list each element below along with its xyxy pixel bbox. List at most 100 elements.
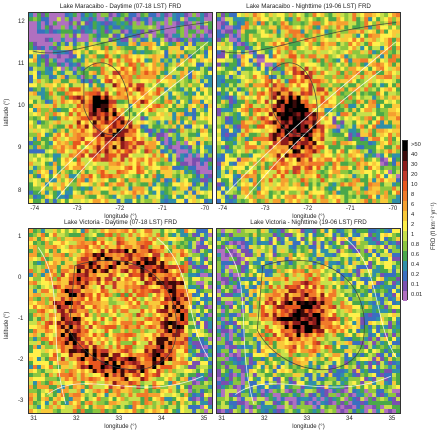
grid-cell xyxy=(204,281,209,286)
grid-cell xyxy=(288,62,293,68)
grid-cell xyxy=(40,120,46,125)
grid-cell xyxy=(144,194,149,200)
grid-cell xyxy=(29,29,34,35)
grid-cell xyxy=(192,87,197,92)
grid-cell xyxy=(148,169,153,175)
grid-cell xyxy=(332,149,337,154)
grid-cell xyxy=(92,132,98,138)
grid-cell xyxy=(144,120,149,125)
grid-cell xyxy=(308,182,313,187)
grid-cell xyxy=(72,70,78,76)
grid-cell xyxy=(116,91,121,97)
grid-cell xyxy=(36,237,42,242)
grid-cell xyxy=(188,116,193,121)
grid-cell xyxy=(184,136,189,142)
grid-cell xyxy=(352,17,357,22)
grid-cell xyxy=(164,87,169,92)
grid-cell xyxy=(156,165,161,171)
grid-cell xyxy=(80,253,86,258)
grid-cell xyxy=(316,186,321,192)
grid-cell xyxy=(368,46,373,51)
grid-cell xyxy=(140,237,145,242)
grid-cell xyxy=(268,25,274,30)
grid-cell xyxy=(332,83,337,88)
grid-cell xyxy=(296,186,301,192)
grid-cell xyxy=(36,33,42,39)
grid-cell xyxy=(252,87,258,92)
grid-cell xyxy=(40,79,46,84)
grid-cell xyxy=(188,157,193,163)
grid-cell xyxy=(144,83,149,88)
grid-cell xyxy=(164,182,169,187)
grid-cell xyxy=(164,37,169,43)
grid-cell xyxy=(52,149,58,154)
grid-cell xyxy=(324,66,329,72)
grid-cell xyxy=(32,169,38,175)
grid-cell xyxy=(396,124,400,130)
grid-cell xyxy=(76,112,82,117)
grid-cell xyxy=(44,253,50,258)
grid-cell xyxy=(100,165,105,171)
grid-cell xyxy=(180,285,185,290)
grid-cell xyxy=(176,58,181,63)
grid-cell xyxy=(344,74,349,80)
grid-cell xyxy=(120,241,125,246)
grid-cell xyxy=(188,285,193,290)
grid-cell xyxy=(328,124,333,130)
grid-cell xyxy=(180,194,185,200)
grid-cell xyxy=(384,149,389,154)
grid-cell xyxy=(232,120,238,125)
grid-cell xyxy=(72,91,78,97)
grid-cell xyxy=(356,79,361,84)
grid-cell xyxy=(60,120,66,125)
grid-cell xyxy=(76,116,82,121)
grid-cell xyxy=(60,161,66,167)
grid-cell xyxy=(140,233,145,238)
grid-cell xyxy=(196,58,201,63)
grid-cell xyxy=(168,253,173,258)
grid-cell xyxy=(168,261,173,266)
grid-cell xyxy=(388,83,393,88)
grid-cell xyxy=(312,66,317,72)
panel-title: Lake Maracaibo - Nighttime (19-06 LST) F… xyxy=(246,3,371,10)
grid-cell xyxy=(32,149,38,154)
grid-cell xyxy=(204,269,209,274)
grid-cell xyxy=(64,87,70,92)
grid-cell xyxy=(248,62,254,68)
grid-cell xyxy=(280,50,286,55)
grid-cell xyxy=(340,29,345,35)
grid-cell xyxy=(296,149,301,154)
grid-cell xyxy=(244,83,250,88)
grid-cell xyxy=(148,249,153,254)
grid-cell xyxy=(224,95,230,101)
grid-cell xyxy=(80,257,86,262)
grid-cell xyxy=(224,124,230,130)
grid-cell xyxy=(172,83,177,88)
grid-cell xyxy=(76,99,82,105)
grid-cell xyxy=(324,153,329,158)
grid-cell xyxy=(360,21,365,26)
grid-cell xyxy=(132,165,137,171)
grid-cell xyxy=(56,95,62,101)
grid-cell xyxy=(204,29,209,35)
grid-cell xyxy=(40,37,46,43)
grid-cell xyxy=(60,54,66,59)
grid-cell xyxy=(328,46,333,51)
grid-cell xyxy=(252,108,258,113)
grid-cell xyxy=(364,145,369,150)
grid-cell xyxy=(236,141,242,146)
grid-cell xyxy=(228,62,234,68)
grid-cell xyxy=(260,74,266,80)
grid-cell xyxy=(336,41,341,47)
grid-cell xyxy=(180,91,185,97)
grid-cell xyxy=(324,62,329,68)
grid-cell xyxy=(168,66,173,72)
grid-cell xyxy=(88,136,94,142)
grid-cell xyxy=(52,261,58,266)
grid-cell xyxy=(220,124,226,130)
grid-cell xyxy=(328,149,333,154)
grid-cell xyxy=(60,21,66,26)
grid-cell xyxy=(332,157,337,163)
grid-cell xyxy=(196,161,201,167)
grid-cell xyxy=(196,277,201,282)
